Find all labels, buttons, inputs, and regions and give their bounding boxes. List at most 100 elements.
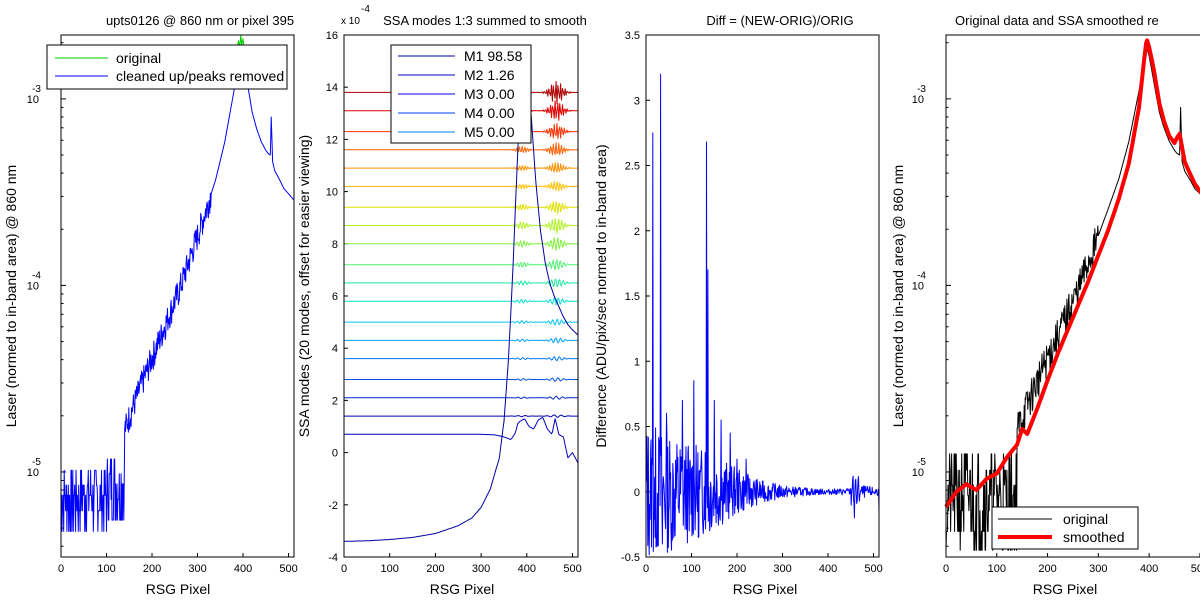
series-mode-3-line: [344, 414, 578, 418]
panel-4-ytick-exponent: -5: [917, 457, 926, 468]
series-mode-6-line: [344, 356, 578, 362]
panel-2-xtick-label: 0: [341, 563, 347, 575]
panel-1-yticks: 10-310-410-5: [27, 42, 66, 547]
panel-4-legend-box: [991, 506, 1139, 550]
panel-1-xtick-label: 400: [234, 563, 252, 575]
panel-4-legend: original smoothed: [991, 506, 1139, 550]
panel-2-multiplier-exp: -4: [361, 4, 370, 15]
panel-2-ytick-label: 14: [326, 82, 338, 94]
panel-3-title: Diff = (NEW-ORIG)/ORIG: [706, 13, 853, 28]
panel-3-yticks: -0.5 0 0.5 1 1.5 2 2.5 3 3.5: [621, 30, 650, 564]
panel-3-xtick-label: 0: [643, 563, 649, 575]
panel-2-ytick-label: -4: [328, 552, 338, 564]
panel-4-ylabel: Laser (normed to in-band area) @ 860 nm: [890, 165, 906, 427]
panel-1-xlabel: RSG Pixel: [146, 581, 211, 597]
panel-3-xtick-label: 300: [773, 563, 791, 575]
panel-4-legend-original: original: [1063, 511, 1108, 527]
panel-4-ytick-mantissa: 10: [912, 94, 924, 106]
panel-4-xtick-label: 300: [1089, 563, 1107, 575]
panel-3-xtick-label: 100: [682, 563, 700, 575]
series-mode-16-line: [344, 162, 578, 173]
series-mode-2-line: [344, 417, 579, 464]
panel-1-xtick-label: 0: [58, 563, 64, 575]
panel-4-ytick-exponent: -3: [917, 84, 926, 95]
panel-3-difference: Diff = (NEW-ORIG)/ORIG RSG Pixel Differe…: [593, 13, 883, 597]
panel-2-xlabel: RSG Pixel: [430, 581, 495, 597]
panel-3-ytick-label: 2.5: [625, 161, 640, 173]
panel-2-xtick-label: 400: [518, 563, 536, 575]
panel-4-series: [944, 38, 1200, 551]
panel-3-ytick-label: 0.5: [625, 422, 640, 434]
panel-2-ytick-label: -2: [328, 500, 338, 512]
panel-3-series: [645, 73, 880, 556]
series-mode-11-line: [344, 259, 578, 271]
panel-1-ytick-mantissa: 10: [27, 94, 39, 106]
panel-2-ytick-label: 6: [332, 291, 338, 303]
panel-1-ytick-mantissa: 10: [27, 467, 39, 479]
series-mode-14-line: [344, 201, 578, 215]
panel-4-xtick-label: 0: [943, 563, 949, 575]
panel-3-ytick-label: -0.5: [621, 552, 640, 564]
panel-3-ytick-label: 2: [634, 226, 640, 238]
panel-4-xtick-label: 200: [1038, 563, 1056, 575]
panel-2-ytick-label: 8: [332, 239, 338, 251]
panel-1-legend: original cleaned up/peaks removed: [46, 44, 288, 90]
panel-2-xtick-label: 200: [426, 563, 444, 575]
panel-2-xticks: 0 100 200 300 400 500: [341, 553, 582, 575]
series-mode-5-line: [344, 377, 578, 382]
panel-2-legend-entry: M3 0.00: [464, 86, 515, 102]
panel-4-xtick-label: 400: [1140, 563, 1158, 575]
panel-2-multiplier-base: x 10: [341, 16, 360, 27]
series-mode-7-line: [344, 337, 578, 344]
panel-2-ytick-label: 4: [332, 343, 338, 355]
panel-1-xtick-label: 200: [143, 563, 161, 575]
panel-1-ytick-mantissa: 10: [27, 280, 39, 292]
panel-4-original-vs-smoothed: Original data and SSA smoothed re RSG Pi…: [890, 13, 1200, 597]
panel-1-laser-profile: upts0126 @ 860 nm or pixel 395 RSG Pixel…: [3, 13, 298, 597]
panel-3-ytick-label: 1: [634, 356, 640, 368]
panel-4-yticks: 10-310-410-5: [912, 42, 951, 547]
panel-2-legend: M1 98.58 M2 1.26 M3 0.00 M4 0.00 M5 0.00: [390, 44, 532, 144]
panel-3-xticks: 0 100 200 300 400 500: [643, 553, 883, 575]
panel-1-xtick-label: 100: [97, 563, 115, 575]
panel-3-xlabel: RSG Pixel: [733, 581, 798, 597]
panel-2-legend-entry: M4 0.00: [464, 105, 515, 121]
panel-1-ylabel: Laser (normed to in-band area) @ 860 nm: [3, 165, 19, 427]
panel-4-xticks: 0 100 200 300 400 500: [943, 553, 1200, 575]
panel-4-ytick-exponent: -4: [917, 270, 926, 281]
panel-4-ytick-mantissa: 10: [912, 280, 924, 292]
panel-2-xtick-label: 100: [381, 563, 399, 575]
panel-3-xtick-label: 400: [819, 563, 837, 575]
panel-3-ytick-label: 3: [634, 95, 640, 107]
series-mode-10-line: [344, 278, 579, 287]
panel-2-ssa-modes: SSA modes 1:3 summed to smooth x 10 -4 R…: [296, 4, 587, 597]
series-difference-line: [645, 73, 880, 556]
panel-3-ytick-label: 3.5: [625, 30, 640, 42]
series-mode-13-line: [344, 218, 578, 234]
panel-2-ytick-label: 16: [326, 30, 338, 42]
panel-2-title: SSA modes 1:3 summed to smooth: [383, 13, 587, 28]
panel-2-legend-entry: M1 98.58: [464, 48, 523, 64]
panel-2-legend-entry: M5 0.00: [464, 124, 515, 140]
panel-4-axes-box: [945, 34, 1200, 558]
series-mode-1-line: [344, 49, 579, 542]
panel-2-ytick-label: 12: [326, 134, 338, 146]
panel-3-xtick-label: 500: [864, 563, 882, 575]
panel-1-title: upts0126 @ 860 nm or pixel 395: [106, 13, 294, 28]
panel-4-xlabel: RSG Pixel: [1033, 581, 1098, 597]
panel-1-legend-box: [46, 44, 288, 90]
panel-2-series: [344, 49, 579, 542]
panel-4-xtick-label: 100: [988, 563, 1006, 575]
panel-2-axes-box: [343, 34, 579, 558]
panel-4-legend-smoothed: smoothed: [1063, 529, 1124, 545]
panel-1-xtick-label: 500: [279, 563, 297, 575]
panel-3-ytick-label: 0: [634, 487, 640, 499]
panel-1-xticks: 0 100 200 300 400 500: [58, 553, 298, 575]
series-original-line: [945, 46, 1200, 551]
series-cleaned-line: [61, 46, 294, 532]
panel-4-title: Original data and SSA smoothed re: [955, 13, 1159, 28]
panel-1-axes-box: [60, 34, 295, 558]
panel-2-ylabel: SSA modes (20 modes, offset for easier v…: [296, 135, 312, 437]
panel-1-ytick-exponent: -4: [32, 270, 41, 281]
